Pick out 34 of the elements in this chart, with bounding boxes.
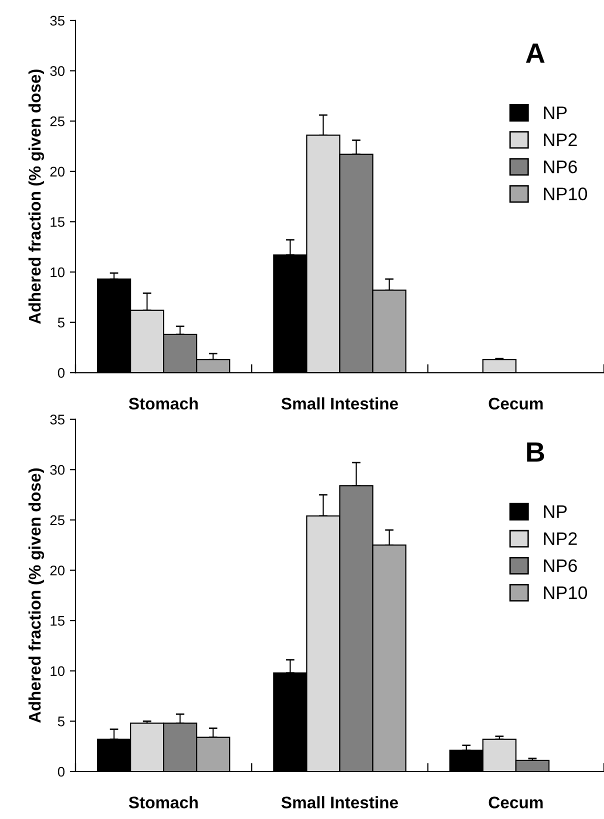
y-tick-label: 25: [50, 116, 65, 126]
y-tick-label: 35: [50, 414, 65, 424]
y-tick-label: 0: [58, 368, 65, 378]
x-tick-label: Cecum: [488, 796, 543, 808]
legend-label: NP10: [544, 586, 588, 600]
x-tick-label: Cecum: [488, 398, 543, 410]
y-axis-title: Adhered fraction (% given dose): [28, 70, 44, 324]
y-tick-label: 0: [58, 766, 65, 777]
y-tick-label: 5: [58, 716, 64, 726]
y-tick-label: 25: [50, 515, 65, 526]
legend-label: NP2: [544, 532, 577, 545]
y-tick-label: 35: [50, 16, 65, 26]
y-tick-label: 20: [50, 566, 65, 576]
y-tick-label: 10: [50, 666, 65, 676]
y-tick-label: 30: [50, 464, 65, 475]
x-tick-label: Stomach: [128, 397, 198, 410]
y-tick-label: 5: [58, 318, 64, 328]
y-axis-title: Adhered fraction (% given dose): [28, 468, 44, 723]
legend-label: NP10: [544, 188, 588, 200]
legend-label: NP2: [544, 133, 577, 146]
x-tick-label: Small Intestine: [281, 796, 398, 808]
text: A: [526, 44, 545, 63]
y-tick-label: 30: [50, 66, 65, 76]
legend-label: NP: [544, 106, 567, 119]
y-tick-label: 15: [50, 217, 65, 227]
y-tick-label: 15: [50, 616, 65, 626]
x-tick-label: Stomach: [128, 796, 198, 808]
legend-label: NP: [544, 505, 567, 518]
y-tick-label: 20: [50, 166, 65, 177]
legend-label: NP6: [544, 160, 577, 174]
y-tick-label: 10: [50, 267, 65, 278]
legend-label: NP6: [544, 559, 577, 572]
text: B: [527, 442, 544, 462]
x-tick-label: Small Intestine: [281, 397, 398, 410]
